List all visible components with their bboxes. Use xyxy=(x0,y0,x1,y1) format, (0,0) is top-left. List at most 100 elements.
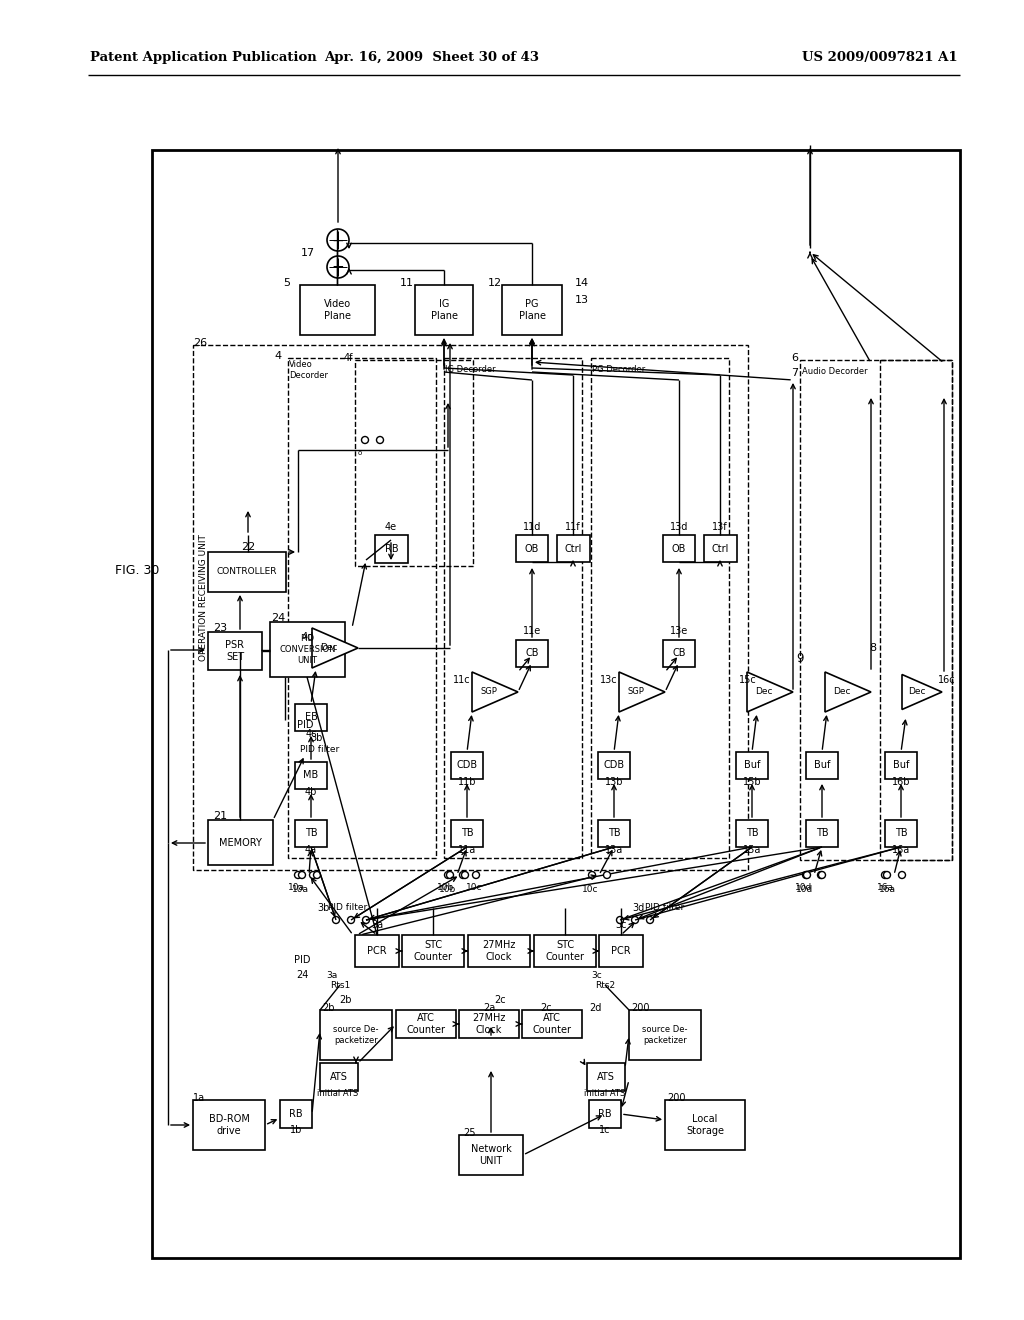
Bar xyxy=(402,935,464,968)
Text: FIG. 30: FIG. 30 xyxy=(115,564,160,577)
Text: CONTROLLER: CONTROLLER xyxy=(217,568,278,577)
Text: 3a: 3a xyxy=(371,920,383,931)
Text: 16a: 16a xyxy=(892,845,910,855)
Text: US 2009/0097821 A1: US 2009/0097821 A1 xyxy=(802,50,957,63)
Text: 3b: 3b xyxy=(317,903,330,913)
Text: 2a: 2a xyxy=(483,1003,496,1012)
Text: 1b: 1b xyxy=(290,1125,302,1135)
Text: initial ATS: initial ATS xyxy=(585,1089,626,1098)
Bar xyxy=(295,762,327,789)
Text: 16c: 16c xyxy=(938,675,955,685)
Bar xyxy=(502,285,562,335)
Text: CDB: CDB xyxy=(603,760,625,771)
Bar xyxy=(295,704,327,731)
Text: 15b: 15b xyxy=(742,777,761,787)
Bar xyxy=(208,820,273,865)
Text: Apr. 16, 2009  Sheet 30 of 43: Apr. 16, 2009 Sheet 30 of 43 xyxy=(325,50,540,63)
Text: 11b: 11b xyxy=(458,777,476,787)
Text: 10a: 10a xyxy=(288,883,304,892)
Bar xyxy=(355,360,473,566)
Text: 200: 200 xyxy=(667,1093,685,1104)
Circle shape xyxy=(898,871,905,879)
Text: ATC
Counter: ATC Counter xyxy=(532,1012,571,1035)
Circle shape xyxy=(884,871,891,879)
Text: EB: EB xyxy=(304,713,317,722)
Text: 11: 11 xyxy=(400,279,414,288)
Circle shape xyxy=(327,256,349,279)
Text: Dec: Dec xyxy=(321,644,338,652)
Text: +: + xyxy=(332,260,344,276)
Bar xyxy=(319,1010,392,1060)
Bar xyxy=(459,1135,523,1175)
Bar xyxy=(152,150,961,1258)
Text: Dec: Dec xyxy=(908,688,926,697)
Text: OB: OB xyxy=(525,544,540,553)
Circle shape xyxy=(882,871,889,879)
Text: Rts1: Rts1 xyxy=(330,981,350,990)
Circle shape xyxy=(347,916,354,924)
Bar xyxy=(705,535,737,562)
Polygon shape xyxy=(618,672,665,711)
Bar xyxy=(587,1063,625,1092)
Text: 10a: 10a xyxy=(292,884,308,894)
Circle shape xyxy=(309,871,316,879)
Text: 10b: 10b xyxy=(439,884,457,894)
Text: 13f: 13f xyxy=(712,521,728,532)
Text: 4f: 4f xyxy=(343,352,353,363)
Text: 13b: 13b xyxy=(605,777,624,787)
Text: Ctrl: Ctrl xyxy=(565,544,583,553)
Bar xyxy=(208,552,286,591)
Circle shape xyxy=(818,871,825,879)
Bar xyxy=(736,752,768,779)
Circle shape xyxy=(817,871,824,879)
Bar xyxy=(355,935,399,968)
Bar xyxy=(295,820,327,847)
Text: 3a: 3a xyxy=(327,970,338,979)
Text: TB: TB xyxy=(816,829,828,838)
Text: 16a: 16a xyxy=(877,883,894,892)
Text: 27MHz
Clock: 27MHz Clock xyxy=(472,1012,506,1035)
Text: 1a: 1a xyxy=(193,1093,205,1104)
Text: 17: 17 xyxy=(301,248,315,257)
Text: Network
UNIT: Network UNIT xyxy=(471,1144,511,1166)
Text: Rts2: Rts2 xyxy=(595,981,615,990)
Circle shape xyxy=(460,871,467,879)
Text: PID filter: PID filter xyxy=(645,903,685,912)
Bar xyxy=(806,752,838,779)
Text: 4d: 4d xyxy=(302,632,314,642)
Text: 5: 5 xyxy=(284,279,291,288)
Text: o: o xyxy=(357,450,362,455)
Bar xyxy=(270,622,345,677)
Text: Dec: Dec xyxy=(834,688,851,697)
Text: Video
Decorder: Video Decorder xyxy=(289,360,328,380)
Circle shape xyxy=(632,916,639,924)
Text: 2d: 2d xyxy=(589,1003,601,1012)
Circle shape xyxy=(327,228,349,251)
Text: PID: PID xyxy=(294,954,310,965)
Bar xyxy=(522,1010,582,1038)
Bar xyxy=(589,1100,621,1129)
Bar xyxy=(396,1010,456,1038)
Polygon shape xyxy=(902,675,942,710)
Text: IG Decorder: IG Decorder xyxy=(445,366,496,375)
Text: 13e: 13e xyxy=(670,626,688,636)
Text: RB: RB xyxy=(289,1109,303,1119)
Text: Local
Storage: Local Storage xyxy=(686,1114,724,1137)
Text: 10d: 10d xyxy=(797,884,814,894)
Circle shape xyxy=(472,871,479,879)
Text: CB: CB xyxy=(672,648,686,659)
Bar xyxy=(885,820,918,847)
Text: 11c: 11c xyxy=(454,675,471,685)
Text: 10c: 10c xyxy=(582,884,598,894)
Text: 15a: 15a xyxy=(742,845,761,855)
Text: MEMORY: MEMORY xyxy=(219,837,262,847)
Text: 1c: 1c xyxy=(599,1125,610,1135)
Bar xyxy=(599,935,643,968)
Text: 2c: 2c xyxy=(495,995,506,1005)
Bar xyxy=(300,285,375,335)
Bar xyxy=(288,358,436,858)
Text: PID
CONVERSION
UNIT: PID CONVERSION UNIT xyxy=(280,634,336,665)
Text: 3d: 3d xyxy=(633,903,645,913)
Text: TB: TB xyxy=(305,829,317,838)
Text: source De-
packetizer: source De- packetizer xyxy=(642,1024,688,1045)
